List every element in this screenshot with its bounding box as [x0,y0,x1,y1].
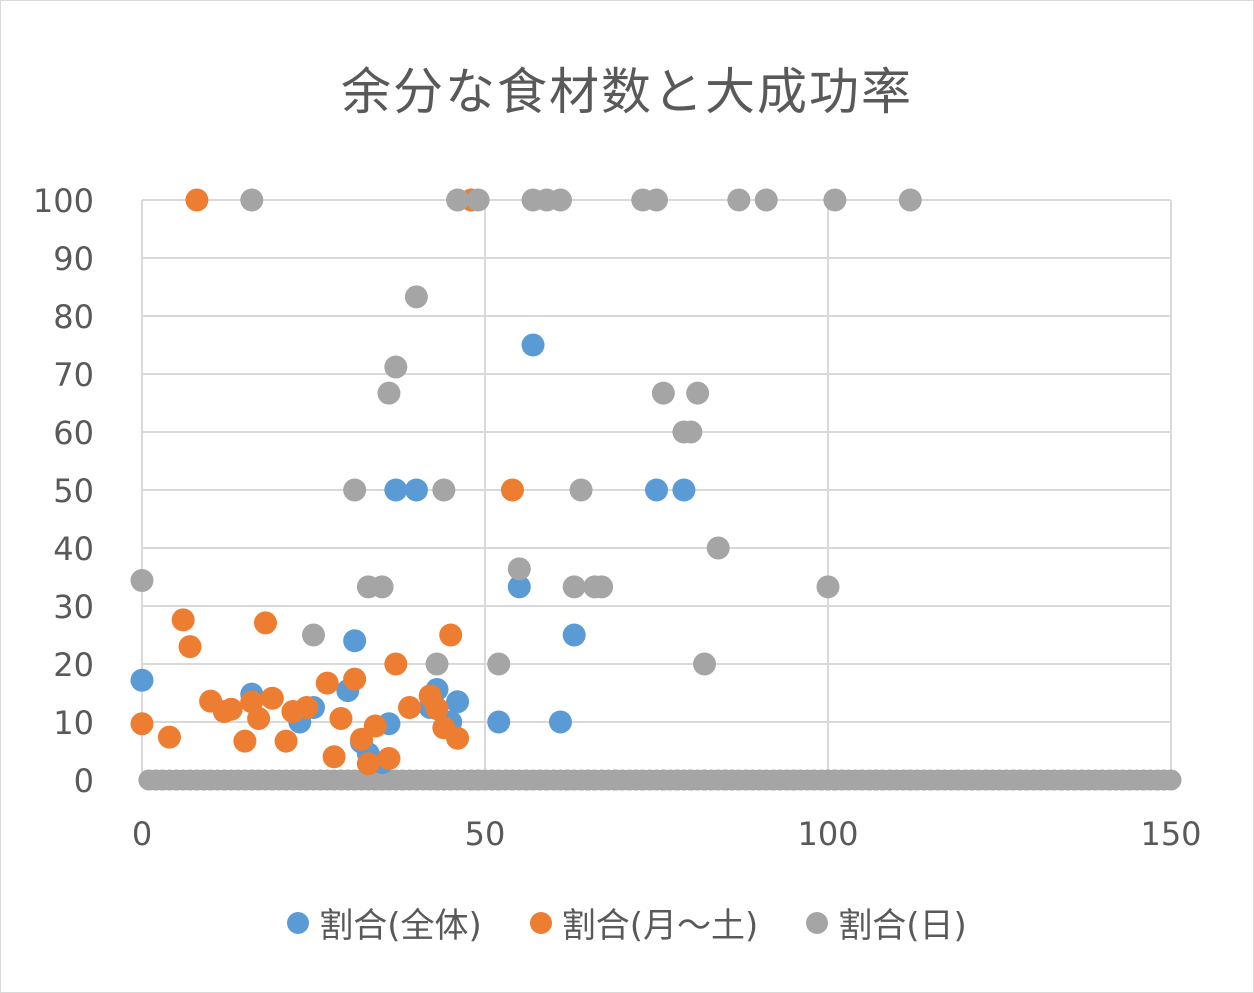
y-tick-label-5: 50 [53,472,94,510]
y-tick-label-8: 80 [53,298,94,336]
point-s0-11 [404,478,428,502]
point-s0-5 [343,629,367,653]
axis-labels: 0 10 20 30 40 50 60 70 80 90 100 0 50 100 150 [33,182,1202,853]
x-tick-label-3: 150 [1140,815,1201,853]
y-tick-label-9: 90 [53,240,94,278]
point-s1-19 [343,667,367,691]
point-s1-4 [185,188,209,212]
point-s0-16 [487,710,511,734]
point-s1-8 [233,729,257,753]
point-s1-7 [219,697,243,721]
point-s0-21 [645,478,668,502]
point-s2-7 [384,355,408,379]
point-s1-24 [384,652,408,676]
point-s2-28 [693,652,717,676]
point-s2-11 [446,188,470,212]
point-s1-10 [247,707,271,731]
point-s2-23 [645,188,668,212]
y-tick-label-10: 100 [33,182,94,220]
point-s0-17 [507,575,531,599]
point-s2-19 [569,478,593,502]
point-s1-3 [178,635,202,659]
point-s2-5 [370,575,394,599]
point-s0-19 [548,710,572,734]
point-s2-12 [466,188,490,212]
point-s1-32 [500,478,524,502]
x-tick-label-2: 100 [797,815,858,853]
point-s0-18 [521,333,545,357]
point-s0-22 [672,478,696,502]
zero-points [138,769,1182,791]
point-s2-32 [816,575,840,599]
point-s2-2 [302,623,325,647]
point-s1-2 [171,608,195,632]
point-s1-25 [398,696,422,719]
point-s2-10 [432,478,456,502]
legend-item-weekday: 割合(月～土) [529,898,759,947]
legend-item-total: 割合(全体) [287,898,482,947]
chart-title: 余分な食材数と大成功率 [341,63,913,121]
data-points [130,188,922,776]
point-s1-23 [377,747,401,771]
y-tick-label-3: 30 [53,588,94,626]
point-s2-24 [651,381,675,405]
point-s2-18 [562,575,586,599]
y-tick-label-4: 40 [53,530,94,568]
legend-label-sunday: 割合(日) [838,906,967,946]
point-s2-21 [590,575,614,599]
point-s2-17 [548,188,572,212]
point-s1-13 [274,729,298,753]
point-s2-30 [727,188,751,212]
y-tick-label-2: 20 [53,646,94,684]
legend-swatch-total [287,911,310,934]
zero-point-s2-149 [1160,769,1182,791]
point-s2-34 [898,188,922,212]
point-s2-9 [425,652,449,676]
point-s1-0 [130,712,154,736]
point-s1-18 [329,707,353,731]
point-s1-27 [425,697,449,721]
point-s0-20 [562,623,586,647]
y-tick-label-7: 70 [53,356,94,394]
point-s2-6 [377,381,401,405]
point-s1-15 [295,696,319,719]
x-tick-label-0: 0 [132,815,152,853]
point-s2-3 [343,478,367,502]
y-tick-label-1: 10 [53,704,94,742]
point-s0-15 [446,690,470,714]
point-s1-22 [363,714,387,738]
point-s2-33 [823,188,847,212]
point-s2-1 [240,188,264,212]
legend-swatch-sunday [806,911,829,934]
y-tick-label-0: 0 [74,762,94,800]
x-tick-label-1: 50 [465,815,506,853]
point-s2-29 [706,536,730,560]
point-s1-17 [322,745,346,769]
point-s1-16 [315,671,339,695]
legend-label-weekday: 割合(月～土) [561,906,759,946]
point-s1-12 [260,686,284,710]
point-s2-14 [507,557,531,581]
legend-swatch-weekday [529,911,552,934]
point-s1-1 [157,725,181,749]
point-s1-29 [439,623,463,647]
legend-item-sunday: 割合(日) [806,898,967,947]
point-s2-26 [679,420,703,444]
point-s2-0 [130,568,154,592]
point-s2-13 [487,652,511,676]
legend: 割合(全体) 割合(月～土) 割合(日) [0,898,1254,947]
point-s0-10 [384,478,408,502]
y-tick-label-6: 60 [53,414,94,452]
point-s0-0 [130,668,154,692]
point-s2-31 [754,188,778,212]
point-s2-27 [686,381,710,405]
legend-label-total: 割合(全体) [319,906,482,946]
point-s1-30 [446,726,470,750]
point-s1-21 [356,752,380,776]
point-s2-8 [404,285,428,309]
point-s1-11 [253,611,277,635]
